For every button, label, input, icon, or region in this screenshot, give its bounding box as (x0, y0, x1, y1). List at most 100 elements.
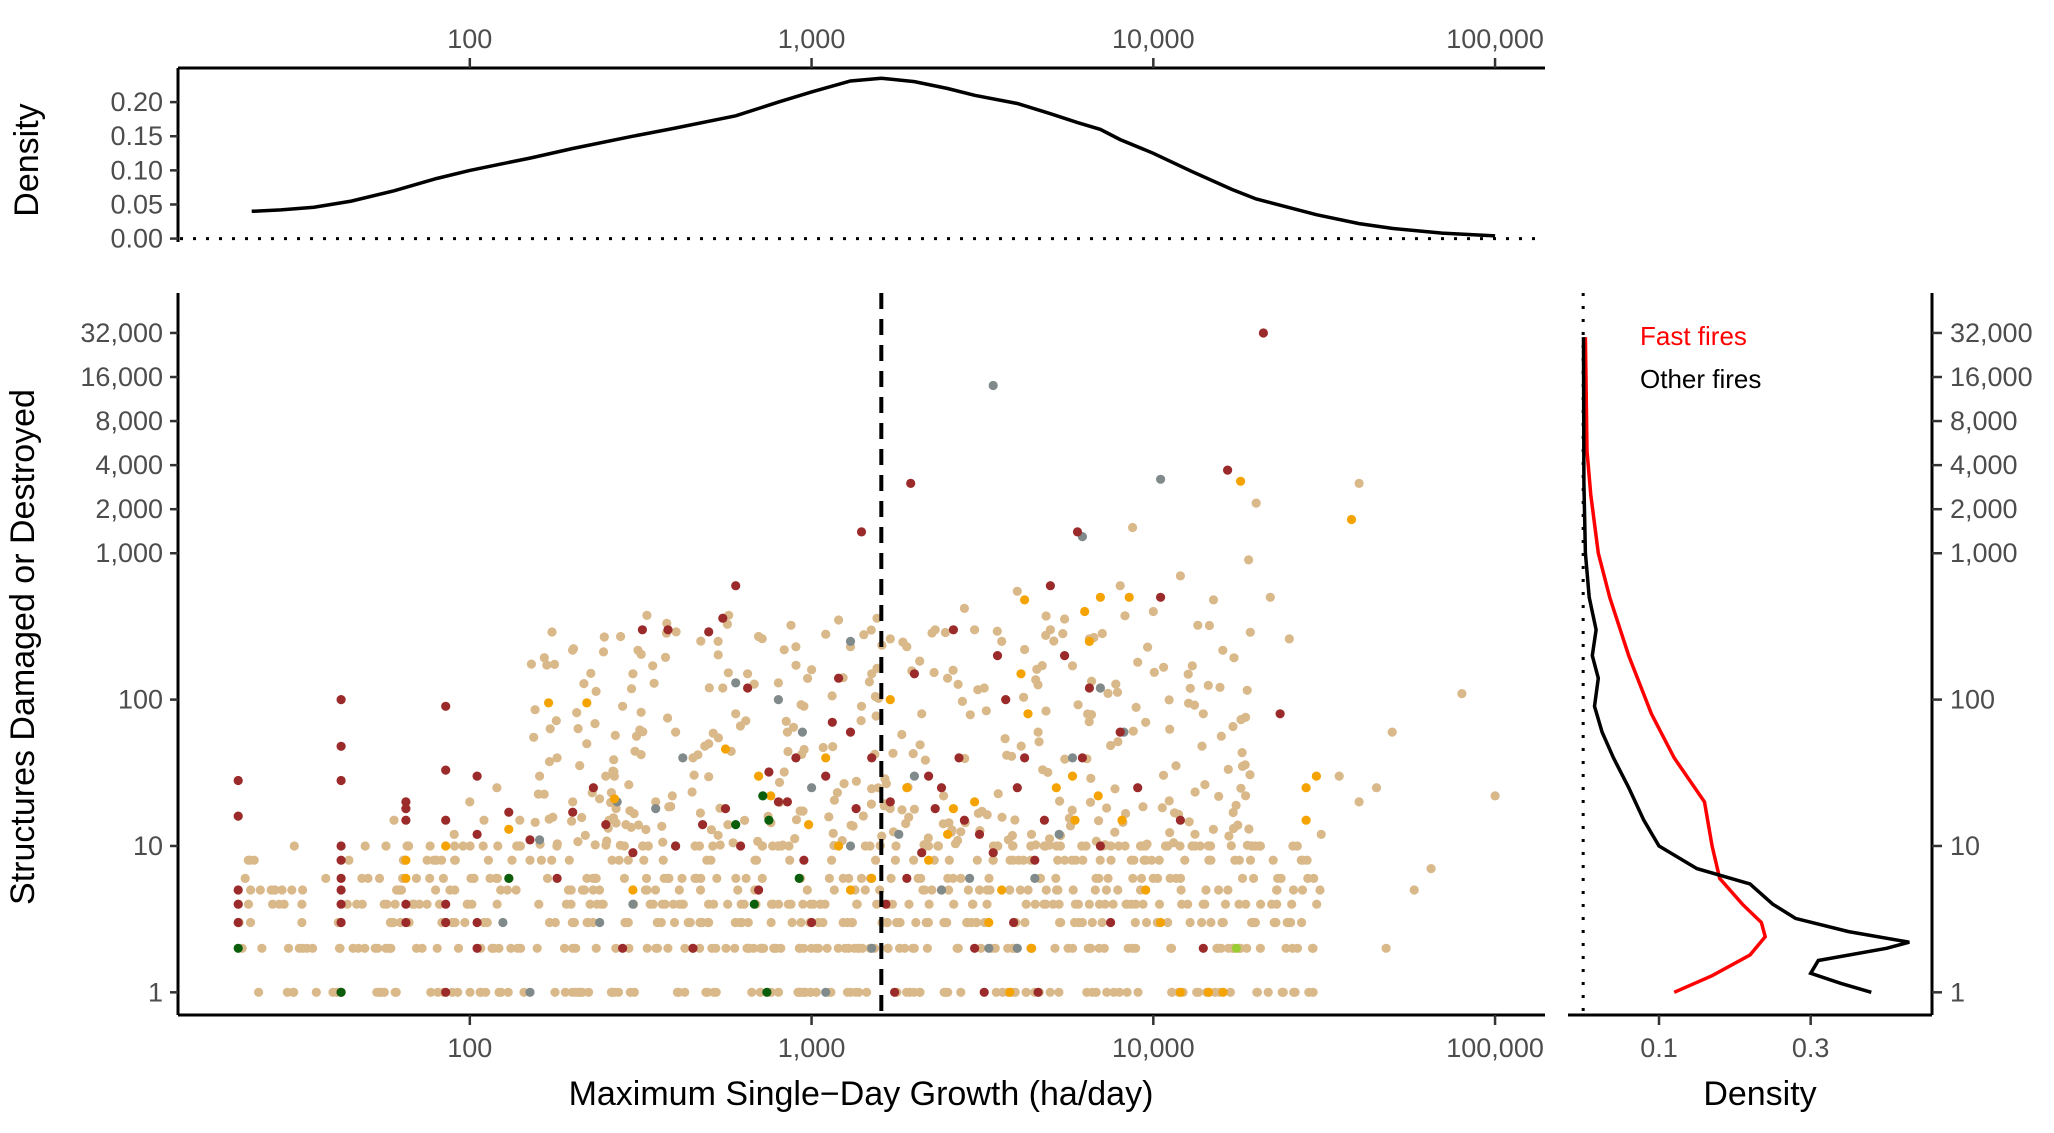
scatter-point-orange (401, 873, 411, 884)
scatter-point-tan (1154, 855, 1164, 865)
scatter-point-tan (438, 873, 448, 884)
scatter-point-tan (872, 899, 882, 909)
scatter-point-tan (871, 711, 881, 721)
scatter-point-tan (786, 620, 796, 630)
scatter-point-darkred (1156, 592, 1166, 602)
scatter-point-tan (370, 943, 380, 953)
scatter-point-tan (842, 987, 853, 997)
scatter-point-tan (858, 811, 868, 821)
scatter-point-tan (798, 806, 808, 816)
scatter-point-tan (956, 987, 966, 997)
scatter-point-tan (648, 661, 658, 671)
scatter-point-tan (1213, 943, 1223, 953)
scatter-point-darkred (441, 701, 451, 711)
scatter-point-tan (630, 746, 640, 756)
scatter-point-tan (1097, 628, 1107, 639)
scatter-point-darkred (663, 625, 673, 635)
scatter-point-tan (712, 873, 722, 884)
scatter-point-orange (544, 698, 554, 708)
scatter-point-tan (771, 943, 781, 953)
scatter-point-tan (422, 899, 432, 909)
scatter-point-tan (599, 632, 609, 642)
scatter-point-tan (1198, 709, 1208, 719)
scatter-point-tan (877, 831, 887, 841)
scatter-point-tan (818, 742, 828, 753)
scatter-point-tan (711, 987, 721, 997)
scatter-point-tan (1154, 899, 1165, 909)
scatter-point-tan (1288, 885, 1299, 895)
scatter-point-tan (1281, 943, 1291, 953)
scatter-point-tan (650, 885, 661, 895)
scatter-point-tan (1165, 828, 1175, 838)
scatter-point-tan (1204, 620, 1214, 631)
scatter-point-tan (860, 841, 870, 851)
scatter-point-tan (948, 665, 958, 675)
scatter-point-tan (1237, 748, 1247, 758)
scatter-point-tan (731, 873, 741, 884)
scatter-point-tan (668, 899, 679, 909)
scatter-point-tan (360, 841, 370, 851)
scatter-point-darkred (1077, 753, 1087, 763)
scatter-point-tan (851, 776, 862, 786)
scatter-point-tan (895, 917, 905, 928)
scatter-point-tan (915, 656, 925, 666)
scatter-point-tan (785, 855, 795, 865)
scatter-point-tan (1250, 917, 1260, 928)
scatter-point-tan (243, 899, 254, 909)
scatter-point-tan (713, 650, 723, 660)
scatter-point-tan (1315, 885, 1325, 895)
scatter-point-tan (824, 873, 835, 884)
scatter-point-tan (944, 885, 954, 895)
scatter-point-tan (1033, 727, 1043, 737)
scatter-point-tan (571, 943, 581, 953)
scatter-point-tan (881, 779, 892, 789)
scatter-point-darkred (472, 943, 482, 953)
scatter-point-tan (690, 873, 700, 884)
scatter-point-tan (973, 808, 984, 819)
scatter-point-darkred (336, 741, 346, 751)
scatter-point-tan (633, 820, 644, 830)
scatter-point-tan (1068, 943, 1078, 953)
scatter-point-tan (1193, 620, 1203, 630)
scatter-point-tan (953, 679, 963, 690)
scatter-point-tan (904, 899, 914, 909)
scatter-point-tan (664, 802, 674, 812)
scatter-point-tan (567, 816, 577, 826)
scatter-point-darkred (773, 797, 784, 807)
scatter-point-tan (888, 748, 898, 758)
scatter-point-tan (833, 943, 843, 953)
scatter-point-tan (1216, 731, 1226, 741)
scatter-point-tan (573, 724, 583, 734)
scatter-point-tan (1007, 751, 1017, 761)
scatter-point-tan (1131, 899, 1141, 909)
scatter-point-tan (302, 943, 312, 953)
scatter-point-tan (1112, 687, 1123, 697)
scatter-point-tan (1110, 784, 1120, 794)
scatter-point-tan (803, 673, 813, 684)
scatter-point-gray (1030, 873, 1040, 884)
scatter-point-tan (512, 841, 522, 851)
scatter-point-tan (708, 841, 718, 851)
scatter-point-tan (633, 645, 643, 655)
scatter-point-tan (1010, 815, 1020, 825)
scatter-point-tan (1185, 917, 1195, 928)
scatter-point-tan (1208, 824, 1218, 835)
scatter-point-tan (1297, 917, 1307, 928)
scatter-point-tan (542, 873, 553, 884)
scatter-point-gray (628, 899, 638, 909)
main-y-tick-label: 16,000 (80, 362, 163, 392)
scatter-point-tan (713, 733, 724, 743)
scatter-point-tan (478, 841, 488, 851)
scatter-point-tan (483, 855, 493, 865)
scatter-point-tan (1276, 873, 1286, 884)
scatter-point-tan (450, 855, 460, 865)
scatter-point-tan (1095, 855, 1105, 865)
scatter-point-tan (588, 885, 598, 895)
scatter-point-tan (757, 873, 767, 884)
scatter-point-tan (1240, 760, 1250, 770)
scatter-point-tan (580, 830, 590, 841)
scatter-point-tan (1289, 987, 1299, 997)
scatter-point-tan (815, 899, 826, 909)
scatter-point-tan (1133, 657, 1143, 667)
scatter-point-tan (539, 789, 549, 799)
